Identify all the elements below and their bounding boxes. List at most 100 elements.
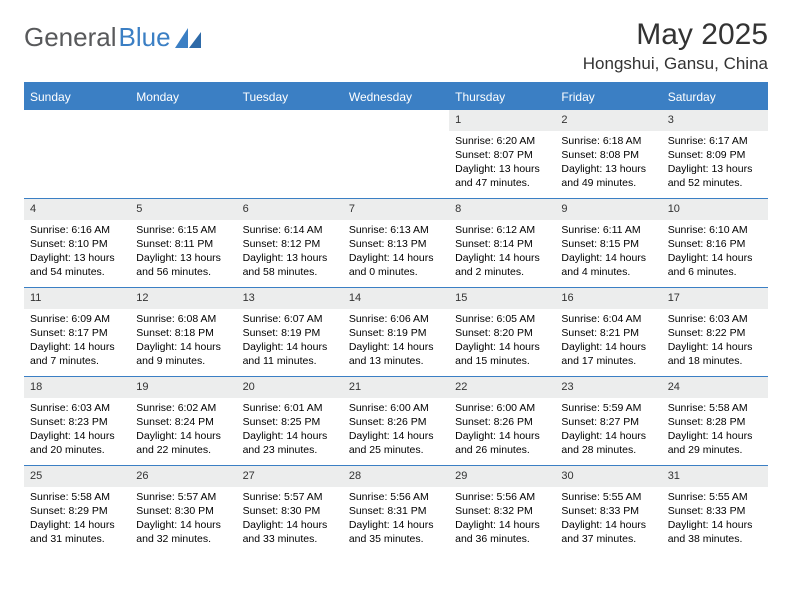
day-info: Sunrise: 5:58 AMSunset: 8:29 PMDaylight:… xyxy=(24,487,130,553)
calendar-cell: 8Sunrise: 6:12 AMSunset: 8:14 PMDaylight… xyxy=(449,199,555,287)
brand-part-2: Blue xyxy=(119,22,171,53)
calendar-cell: 29Sunrise: 5:56 AMSunset: 8:32 PMDayligh… xyxy=(449,466,555,554)
sunrise-text: Sunrise: 6:09 AM xyxy=(30,312,124,326)
sunset-text: Sunset: 8:24 PM xyxy=(136,415,230,429)
daylight-text: Daylight: 14 hours and 11 minutes. xyxy=(243,340,337,368)
sunrise-text: Sunrise: 6:20 AM xyxy=(455,134,549,148)
day-number: 26 xyxy=(130,466,236,487)
calendar-cell: 11 Sunrise: 6:09 AMSunset: 8:17 PMDayligh… xyxy=(24,288,130,376)
day-header: Tuesday xyxy=(237,84,343,110)
day-number: 25 xyxy=(24,466,130,487)
day-number: 3 xyxy=(662,110,768,131)
sunset-text: Sunset: 8:17 PM xyxy=(30,326,124,340)
sunrise-text: Sunrise: 6:00 AM xyxy=(455,401,549,415)
day-info: Sunrise: 5:56 AMSunset: 8:32 PMDaylight:… xyxy=(449,487,555,553)
day-info: Sunrise: 6:12 AMSunset: 8:14 PMDaylight:… xyxy=(449,220,555,286)
sunset-text: Sunset: 8:27 PM xyxy=(561,415,655,429)
brand-part-1: General xyxy=(24,22,117,53)
daylight-text: Daylight: 14 hours and 33 minutes. xyxy=(243,518,337,546)
week-row: 18Sunrise: 6:03 AMSunset: 8:23 PMDayligh… xyxy=(24,376,768,465)
daylight-text: Daylight: 14 hours and 28 minutes. xyxy=(561,429,655,457)
daylight-text: Daylight: 14 hours and 36 minutes. xyxy=(455,518,549,546)
sunset-text: Sunset: 8:26 PM xyxy=(349,415,443,429)
day-number: 10 xyxy=(662,199,768,220)
sunset-text: Sunset: 8:29 PM xyxy=(30,504,124,518)
day-number: 19 xyxy=(130,377,236,398)
sunrise-text: Sunrise: 6:17 AM xyxy=(668,134,762,148)
day-info: Sunrise: 6:18 AMSunset: 8:08 PMDaylight:… xyxy=(555,131,661,197)
daylight-text: Daylight: 14 hours and 7 minutes. xyxy=(30,340,124,368)
sunrise-text: Sunrise: 6:03 AM xyxy=(30,401,124,415)
day-number: 22 xyxy=(449,377,555,398)
day-number: 5 xyxy=(130,199,236,220)
daylight-text: Daylight: 13 hours and 54 minutes. xyxy=(30,251,124,279)
sunrise-text: Sunrise: 6:14 AM xyxy=(243,223,337,237)
sunset-text: Sunset: 8:19 PM xyxy=(243,326,337,340)
brand-logo: GeneralBlue xyxy=(24,18,201,53)
day-info: Sunrise: 5:55 AMSunset: 8:33 PMDaylight:… xyxy=(662,487,768,553)
daylight-text: Daylight: 14 hours and 20 minutes. xyxy=(30,429,124,457)
day-number: 8 xyxy=(449,199,555,220)
calendar-cell: 13Sunrise: 6:07 AMSunset: 8:19 PMDayligh… xyxy=(237,288,343,376)
calendar-cell: 5Sunrise: 6:15 AMSunset: 8:11 PMDaylight… xyxy=(130,199,236,287)
daylight-text: Daylight: 14 hours and 13 minutes. xyxy=(349,340,443,368)
day-info: Sunrise: 5:56 AMSunset: 8:31 PMDaylight:… xyxy=(343,487,449,553)
day-number: 11 xyxy=(24,288,130,309)
sunset-text: Sunset: 8:20 PM xyxy=(455,326,549,340)
sunrise-text: Sunrise: 6:13 AM xyxy=(349,223,443,237)
daylight-text: Daylight: 14 hours and 22 minutes. xyxy=(136,429,230,457)
calendar-cell: 9Sunrise: 6:11 AMSunset: 8:15 PMDaylight… xyxy=(555,199,661,287)
sunset-text: Sunset: 8:07 PM xyxy=(455,148,549,162)
calendar-cell: 7Sunrise: 6:13 AMSunset: 8:13 PMDaylight… xyxy=(343,199,449,287)
day-info: Sunrise: 5:55 AMSunset: 8:33 PMDaylight:… xyxy=(555,487,661,553)
calendar-cell: 6Sunrise: 6:14 AMSunset: 8:12 PMDaylight… xyxy=(237,199,343,287)
day-number: 23 xyxy=(555,377,661,398)
day-info: Sunrise: 6:03 AMSunset: 8:22 PMDaylight:… xyxy=(662,309,768,375)
sunrise-text: Sunrise: 6:02 AM xyxy=(136,401,230,415)
sunrise-text: Sunrise: 6:03 AM xyxy=(668,312,762,326)
calendar-cell: 15Sunrise: 6:05 AMSunset: 8:20 PMDayligh… xyxy=(449,288,555,376)
sunrise-text: Sunrise: 5:57 AM xyxy=(136,490,230,504)
daylight-text: Daylight: 14 hours and 0 minutes. xyxy=(349,251,443,279)
calendar-cell: 17Sunrise: 6:03 AMSunset: 8:22 PMDayligh… xyxy=(662,288,768,376)
sunrise-text: Sunrise: 6:01 AM xyxy=(243,401,337,415)
calendar-cell: 30Sunrise: 5:55 AMSunset: 8:33 PMDayligh… xyxy=(555,466,661,554)
sunset-text: Sunset: 8:11 PM xyxy=(136,237,230,251)
sunrise-text: Sunrise: 6:10 AM xyxy=(668,223,762,237)
day-header: Friday xyxy=(555,84,661,110)
day-number: 20 xyxy=(237,377,343,398)
sunrise-text: Sunrise: 5:55 AM xyxy=(668,490,762,504)
daylight-text: Daylight: 14 hours and 31 minutes. xyxy=(30,518,124,546)
daylight-text: Daylight: 14 hours and 6 minutes. xyxy=(668,251,762,279)
day-info: Sunrise: 5:57 AMSunset: 8:30 PMDaylight:… xyxy=(237,487,343,553)
day-number: 12 xyxy=(130,288,236,309)
day-number: 13 xyxy=(237,288,343,309)
sunrise-text: Sunrise: 6:12 AM xyxy=(455,223,549,237)
calendar-cell: 2Sunrise: 6:18 AMSunset: 8:08 PMDaylight… xyxy=(555,110,661,198)
day-number: 18 xyxy=(24,377,130,398)
sunset-text: Sunset: 8:26 PM xyxy=(455,415,549,429)
day-number: 21 xyxy=(343,377,449,398)
day-header: Thursday xyxy=(449,84,555,110)
sunrise-text: Sunrise: 5:58 AM xyxy=(30,490,124,504)
day-header: Saturday xyxy=(662,84,768,110)
day-header-row: SundayMondayTuesdayWednesdayThursdayFrid… xyxy=(24,84,768,110)
calendar-cell: 27Sunrise: 5:57 AMSunset: 8:30 PMDayligh… xyxy=(237,466,343,554)
calendar-cell: 18Sunrise: 6:03 AMSunset: 8:23 PMDayligh… xyxy=(24,377,130,465)
sunset-text: Sunset: 8:18 PM xyxy=(136,326,230,340)
calendar-cell: 12Sunrise: 6:08 AMSunset: 8:18 PMDayligh… xyxy=(130,288,236,376)
daylight-text: Daylight: 14 hours and 37 minutes. xyxy=(561,518,655,546)
day-number: 27 xyxy=(237,466,343,487)
sunset-text: Sunset: 8:16 PM xyxy=(668,237,762,251)
daylight-text: Daylight: 14 hours and 17 minutes. xyxy=(561,340,655,368)
day-number: 14 xyxy=(343,288,449,309)
day-info: Sunrise: 5:58 AMSunset: 8:28 PMDaylight:… xyxy=(662,398,768,464)
day-number: 24 xyxy=(662,377,768,398)
calendar-cell: 22Sunrise: 6:00 AMSunset: 8:26 PMDayligh… xyxy=(449,377,555,465)
sunset-text: Sunset: 8:14 PM xyxy=(455,237,549,251)
day-info: Sunrise: 6:01 AMSunset: 8:25 PMDaylight:… xyxy=(237,398,343,464)
day-info: Sunrise: 6:15 AMSunset: 8:11 PMDaylight:… xyxy=(130,220,236,286)
sunrise-text: Sunrise: 5:58 AM xyxy=(668,401,762,415)
sunrise-text: Sunrise: 5:56 AM xyxy=(349,490,443,504)
day-info: Sunrise: 6:13 AMSunset: 8:13 PMDaylight:… xyxy=(343,220,449,286)
